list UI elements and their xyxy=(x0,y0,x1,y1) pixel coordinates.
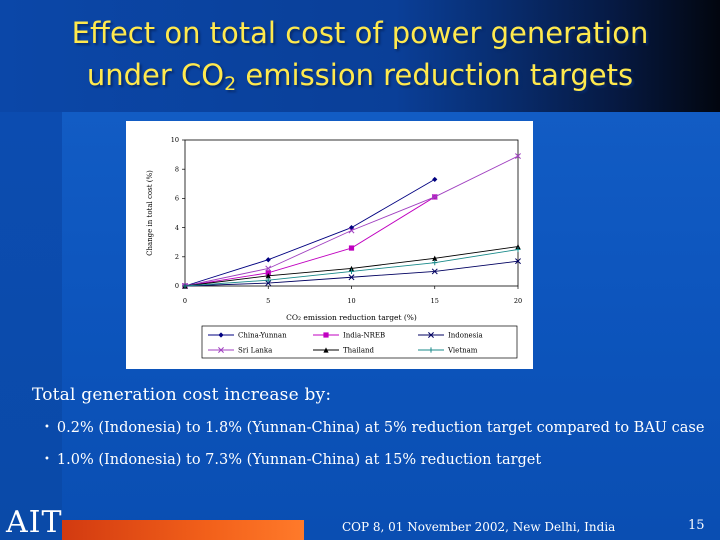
x-tick-label: 5 xyxy=(266,297,270,305)
chart-container: 0 2 4 6 8 10 0 5 10 15 20 CO₂ emission reduction ta… xyxy=(126,121,533,369)
legend-marker xyxy=(218,347,224,353)
data-point xyxy=(431,193,438,200)
bullet-item-2: • 1.0% (Indonesia) to 7.3% (Yunnan-China)… xyxy=(44,452,541,468)
data-point xyxy=(265,265,272,272)
series-line xyxy=(184,196,435,287)
x-tick-label: 0 xyxy=(183,297,187,305)
x-tick-label: 20 xyxy=(514,297,522,305)
bullet-dot-1: • xyxy=(44,422,50,433)
data-point xyxy=(515,246,521,253)
legend-label: China-Yunnan xyxy=(238,332,287,340)
data-point xyxy=(348,265,355,272)
legend-label: Indonesia xyxy=(448,332,483,340)
title-line-2-post: emission reduction targets xyxy=(236,58,634,92)
data-point xyxy=(432,255,438,261)
legend-label: Vietnam xyxy=(447,347,478,355)
legend-label: Sri Lanka xyxy=(238,347,272,355)
header-band xyxy=(0,0,720,112)
ait-logo: AIT xyxy=(6,505,63,540)
data-point xyxy=(515,153,521,160)
data-point xyxy=(265,270,271,276)
data-point xyxy=(265,257,271,263)
data-point xyxy=(265,277,271,283)
chart-svg: 0 2 4 6 8 10 0 5 10 15 20 CO₂ emission reduction ta… xyxy=(146,136,522,359)
plot-frame xyxy=(184,139,519,287)
data-point xyxy=(432,176,438,183)
data-point xyxy=(348,245,355,251)
page-number: 15 xyxy=(688,518,705,533)
y-tick-label: 6 xyxy=(175,195,179,203)
legend-box xyxy=(201,325,518,359)
y-tick-label: 0 xyxy=(175,282,179,290)
legend-label: Thailand xyxy=(343,347,375,355)
legend-marker xyxy=(428,347,434,353)
data-point xyxy=(348,268,355,274)
data-point xyxy=(265,280,272,287)
footer-text: COP 8, 01 November 2002, New Delhi, Indi… xyxy=(342,520,616,534)
title-subscript: 2 xyxy=(224,73,237,95)
y-axis-label: Change in total cost (%) xyxy=(146,170,154,256)
title-line-2: under CO2 emission reduction targets xyxy=(60,54,660,105)
legend-marker xyxy=(218,332,224,338)
title-line-2-pre: under CO xyxy=(86,58,225,92)
data-point xyxy=(432,260,438,266)
data-point xyxy=(348,274,355,281)
data-point xyxy=(431,268,438,275)
data-point xyxy=(265,273,271,279)
footer-bar xyxy=(62,520,304,540)
y-tick-label: 10 xyxy=(171,136,179,144)
left-band xyxy=(0,112,62,540)
series-line xyxy=(184,179,435,287)
data-point xyxy=(182,283,188,289)
y-tick-label: 2 xyxy=(175,253,179,261)
body-heading: Total generation cost increase by: xyxy=(32,385,332,405)
data-point xyxy=(515,258,521,265)
title-line-1: Effect on total cost of power generation xyxy=(71,16,649,50)
slide-title: Effect on total cost of power generation… xyxy=(60,12,660,105)
bullet-text-2: 1.0% (Indonesia) to 7.3% (Yunnan-China) … xyxy=(56,452,542,468)
data-point xyxy=(515,243,521,250)
bullet-text-1: 0.2% (Indonesia) to 1.8% (Yunnan-China) … xyxy=(56,420,705,436)
x-tick-label: 15 xyxy=(431,297,439,305)
legend-marker xyxy=(323,332,329,338)
y-tick-label: 4 xyxy=(175,224,179,232)
legend-marker xyxy=(428,332,434,338)
legend-marker xyxy=(323,347,329,353)
legend-label: India-NREB xyxy=(343,332,385,340)
x-tick-label: 10 xyxy=(347,297,355,305)
bullet-dot-2: • xyxy=(44,454,50,465)
bullet-item-1: • 0.2% (Indonesia) to 1.8% (Yunnan-China)… xyxy=(44,420,704,436)
x-axis-label: CO₂ emission reduction target (%) xyxy=(286,313,417,322)
data-point xyxy=(348,227,355,234)
y-tick-label: 8 xyxy=(175,165,179,173)
